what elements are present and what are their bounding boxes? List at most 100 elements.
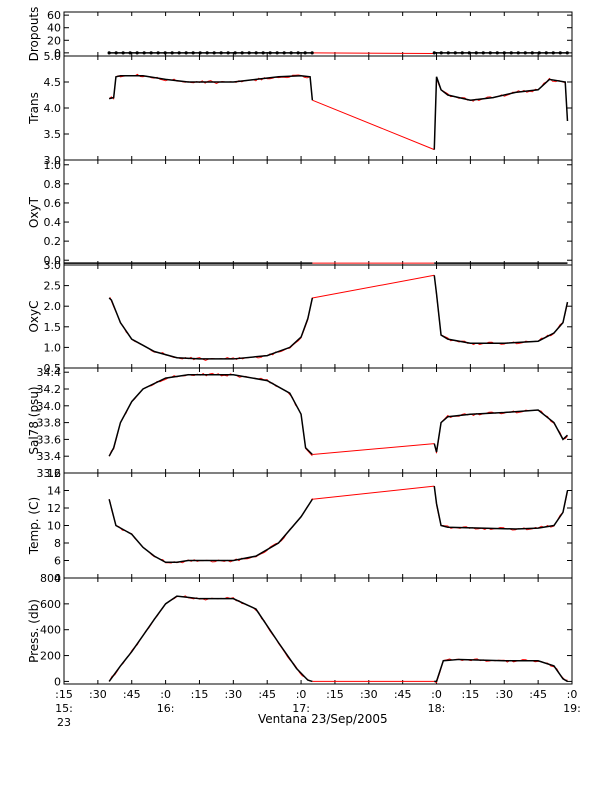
y-tick-label: 60 — [47, 9, 61, 22]
y-axis-label: OxyC — [27, 300, 41, 332]
y-tick-label: 34.0 — [37, 400, 62, 413]
y-tick-label: 4 — [54, 572, 61, 585]
series-raw — [433, 486, 568, 531]
series-point — [268, 51, 272, 55]
series-point — [170, 51, 174, 55]
series-point — [156, 51, 160, 55]
series-point — [142, 51, 146, 55]
series-point — [558, 51, 562, 55]
y-tick-label: 33.2 — [37, 467, 62, 480]
y-tick-label: 33.4 — [37, 450, 62, 463]
series-point — [537, 51, 541, 55]
y-tick-label: 3.0 — [44, 154, 62, 167]
x-tick-label: :15 — [326, 688, 344, 701]
x-tick-label: :15 — [191, 688, 209, 701]
series-point — [219, 51, 223, 55]
series-point — [481, 51, 485, 55]
x-tick-hour-label: 19: — [563, 702, 581, 715]
series-point — [275, 51, 279, 55]
series-point — [495, 51, 499, 55]
x-tick-label: :15 — [462, 688, 480, 701]
series-point — [523, 51, 527, 55]
series-raw — [434, 658, 568, 684]
y-tick-label: 2.5 — [44, 280, 62, 293]
x-tick-label: :45 — [394, 688, 412, 701]
series-point — [163, 51, 167, 55]
series-point — [289, 51, 293, 55]
series-point — [530, 51, 534, 55]
series-point — [282, 51, 286, 55]
series-point — [310, 51, 314, 55]
y-axis-label: Sal78 (psu) — [27, 386, 41, 454]
series-line — [433, 76, 569, 150]
y-tick-label: 2.0 — [44, 300, 62, 313]
gap-line — [312, 99, 435, 151]
y-tick-label: 34.2 — [37, 383, 62, 396]
series-raw — [433, 275, 568, 346]
y-tick-label: 400 — [40, 624, 61, 637]
series-point — [453, 51, 457, 55]
panel-4: 33.2 33.4 33.6 33.8 34.0 34.2 34.4 Sal78 (psu) — [27, 366, 573, 480]
y-tick-label: 34.4 — [37, 366, 62, 379]
gap-line — [312, 274, 435, 299]
y-tick-label: 33.8 — [37, 417, 62, 430]
series-point — [212, 51, 216, 55]
y-tick-label: 5.0 — [44, 50, 62, 63]
y-tick-label: 800 — [40, 572, 61, 585]
series-point — [446, 51, 450, 55]
x-tick-label: :0 — [160, 688, 171, 701]
series-point — [233, 51, 237, 55]
panel-frame — [63, 472, 573, 579]
x-tick-label: :0 — [296, 688, 307, 701]
series-line — [108, 75, 314, 101]
series-point — [226, 51, 230, 55]
y-tick-label: 33.6 — [37, 433, 62, 446]
series-point — [261, 51, 265, 55]
panel-frame — [63, 367, 573, 474]
y-axis-label: Temp. (C) — [27, 497, 41, 555]
panel-frame — [63, 55, 573, 161]
x-tick-hour-label: 17: — [292, 702, 310, 715]
x-tick-label: :15 — [55, 688, 73, 701]
series-point — [107, 51, 111, 55]
series-line — [433, 486, 569, 530]
y-tick-label: 0.6 — [44, 197, 62, 210]
series-raw — [108, 498, 313, 564]
series-point — [502, 51, 506, 55]
series-raw — [108, 595, 313, 682]
y-tick-label: 0 — [54, 47, 61, 60]
panel-frame — [63, 264, 573, 369]
series-point — [184, 51, 188, 55]
series-point — [254, 51, 258, 55]
series-raw — [108, 73, 313, 100]
y-tick-label: 3.0 — [44, 259, 62, 272]
series-point — [551, 51, 555, 55]
y-tick-label: 1.5 — [44, 321, 62, 334]
series-raw — [433, 77, 568, 150]
x-tick-hour-label: 15: — [55, 702, 73, 715]
series-raw — [108, 372, 313, 457]
y-tick-label: 0 — [54, 675, 61, 688]
x-tick-label: :45 — [258, 688, 276, 701]
y-tick-label: 16 — [47, 467, 61, 480]
series-point — [509, 51, 513, 55]
x-tick-label: :45 — [529, 688, 547, 701]
panel-3: 0.5 1.0 1.5 2.0 2.5 3.0 OxyC — [27, 259, 573, 375]
series-point — [460, 51, 464, 55]
x-tick-label: :30 — [495, 688, 513, 701]
y-tick-label: 0.0 — [44, 254, 62, 267]
series-point — [135, 51, 139, 55]
y-tick-label: 200 — [40, 650, 61, 663]
y-tick-label: 1.0 — [44, 341, 62, 354]
series-point — [177, 51, 181, 55]
x-tick-label: :30 — [224, 688, 242, 701]
series-point — [114, 51, 118, 55]
series-line — [108, 373, 313, 457]
x-tick-label: :0 — [567, 688, 578, 701]
gap-line — [312, 485, 435, 500]
series-point — [121, 51, 125, 55]
series-point — [205, 51, 209, 55]
x-tick-label: :45 — [123, 688, 141, 701]
y-tick-label: 0.8 — [44, 178, 62, 191]
